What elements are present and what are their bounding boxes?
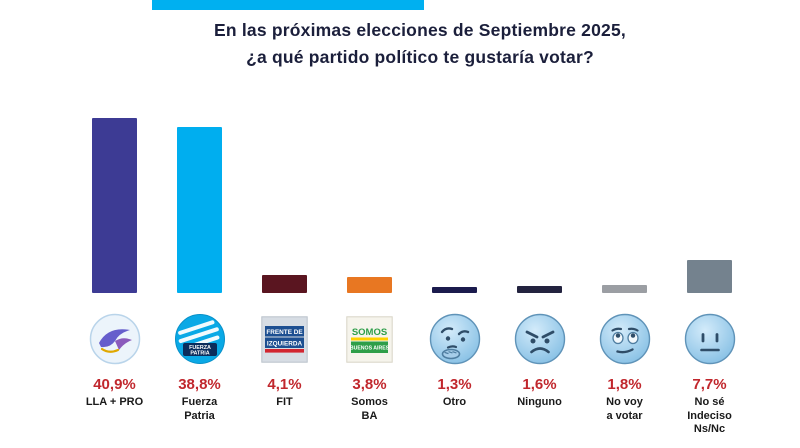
bar-percent-fit: 4,1% xyxy=(267,376,302,393)
bar-label-fuerza-patria: Fuerza Patria xyxy=(182,396,217,423)
bar-area xyxy=(582,113,667,293)
bar-label-line: Ns/Nc xyxy=(693,423,726,435)
bar-area xyxy=(412,113,497,293)
bar-percent-fuerza-patria: 38,8% xyxy=(178,376,221,393)
title-accent-bar xyxy=(152,0,424,10)
title-line-1: En las próximas elecciones de Septiembre… xyxy=(214,20,626,40)
bar-label-line: Patria xyxy=(184,409,215,422)
bar-area xyxy=(667,113,752,293)
bar-label-line: No voy xyxy=(606,396,643,408)
svg-text:SOMOS: SOMOS xyxy=(352,327,387,338)
bar-percent-no-voy-a-votar: 1,8% xyxy=(607,376,642,393)
bar-no-voy-a-votar xyxy=(602,285,647,293)
bar-label-line: Fuerza xyxy=(181,396,218,408)
bar-lla-pro xyxy=(92,118,137,293)
bar-label-line: Otro xyxy=(442,396,467,408)
bar-label-line: Indeciso xyxy=(687,409,732,422)
bar-fuerza-patria xyxy=(177,127,222,293)
page-title: En las próximas elecciones de Septiembre… xyxy=(40,17,800,71)
bar-fit xyxy=(262,275,307,293)
bar-label-line: Somos xyxy=(351,396,388,408)
svg-text:FUERZA: FUERZA xyxy=(189,345,211,351)
bar-percent-no-sé-indeciso-ns-nc: 7,7% xyxy=(692,376,727,393)
unamused-face-icon xyxy=(599,313,651,365)
bar-column-ninguno: 1,6% Ninguno xyxy=(497,113,582,437)
bar-label-line: No sé xyxy=(694,396,725,408)
title-line-2: ¿a qué partido político te gustaría vota… xyxy=(246,47,594,67)
bar-somos-ba xyxy=(347,276,392,293)
bar-column-fuerza-patria: FUERZA PATRIA 38,8% Fuerza Patria xyxy=(157,113,242,437)
bar-label-no-voy-a-votar: No voy a votar xyxy=(606,396,643,423)
lla-pro-logo-icon xyxy=(89,313,141,365)
bar-percent-somos-ba: 3,8% xyxy=(352,376,387,393)
bar-column-fit: FRENTE DE IZQUIERDA 4,1% FIT xyxy=(242,113,327,437)
bar-label-no-sé-indeciso-ns-nc: No sé Indeciso Ns/Nc xyxy=(687,396,732,437)
somos-ba-logo-icon: SOMOS BUENOS AIRES xyxy=(344,313,396,365)
bar-column-no-voy-a-votar: 1,8% No voy a votar xyxy=(582,113,667,437)
bar-column-otro: 1,3% Otro xyxy=(412,113,497,437)
bar-label-line: a votar xyxy=(606,409,643,422)
bar-label-fit: FIT xyxy=(276,396,293,410)
neutral-face-icon xyxy=(684,313,736,365)
bar-otro xyxy=(432,287,477,293)
fit-logo-icon: FRENTE DE IZQUIERDA xyxy=(259,313,311,365)
bar-area xyxy=(72,113,157,293)
bar-percent-otro: 1,3% xyxy=(437,376,472,393)
svg-text:PATRIA: PATRIA xyxy=(190,351,209,357)
angry-face-icon xyxy=(514,313,566,365)
bar-chart: 40,9% LLA + PRO FUERZA PATRIA 38,8% Fuerza… xyxy=(72,113,752,437)
bar-column-no-sé-indeciso-ns-nc: 7,7% No sé Indeciso Ns/Nc xyxy=(667,113,752,437)
bar-area xyxy=(327,113,412,293)
bar-column-lla-pro: 40,9% LLA + PRO xyxy=(72,113,157,437)
svg-text:FRENTE DE: FRENTE DE xyxy=(266,328,303,335)
bar-area xyxy=(242,113,327,293)
bar-ninguno xyxy=(517,286,562,293)
fuerza-patria-logo-icon: FUERZA PATRIA xyxy=(174,313,226,365)
bar-label-line: BA xyxy=(361,409,378,422)
bar-label-otro: Otro xyxy=(443,396,466,410)
bar-percent-lla-pro: 40,9% xyxy=(93,376,136,393)
bar-percent-ninguno: 1,6% xyxy=(522,376,557,393)
thinking-face-icon xyxy=(429,313,481,365)
svg-text:IZQUIERDA: IZQUIERDA xyxy=(267,340,303,347)
bar-no-sé-indeciso-ns-nc xyxy=(687,260,732,293)
bar-area xyxy=(497,113,582,293)
bar-label-line: Ninguno xyxy=(517,396,562,408)
bar-column-somos-ba: SOMOS BUENOS AIRES 3,8% Somos BA xyxy=(327,113,412,437)
bar-label-line: FIT xyxy=(276,396,293,408)
bar-label-somos-ba: Somos BA xyxy=(351,396,388,423)
bar-label-ninguno: Ninguno xyxy=(517,396,562,410)
bar-area xyxy=(157,113,242,293)
bar-label-lla-pro: LLA + PRO xyxy=(86,396,143,410)
svg-text:BUENOS AIRES: BUENOS AIRES xyxy=(350,345,390,351)
bar-label-line: LLA + PRO xyxy=(85,396,144,408)
